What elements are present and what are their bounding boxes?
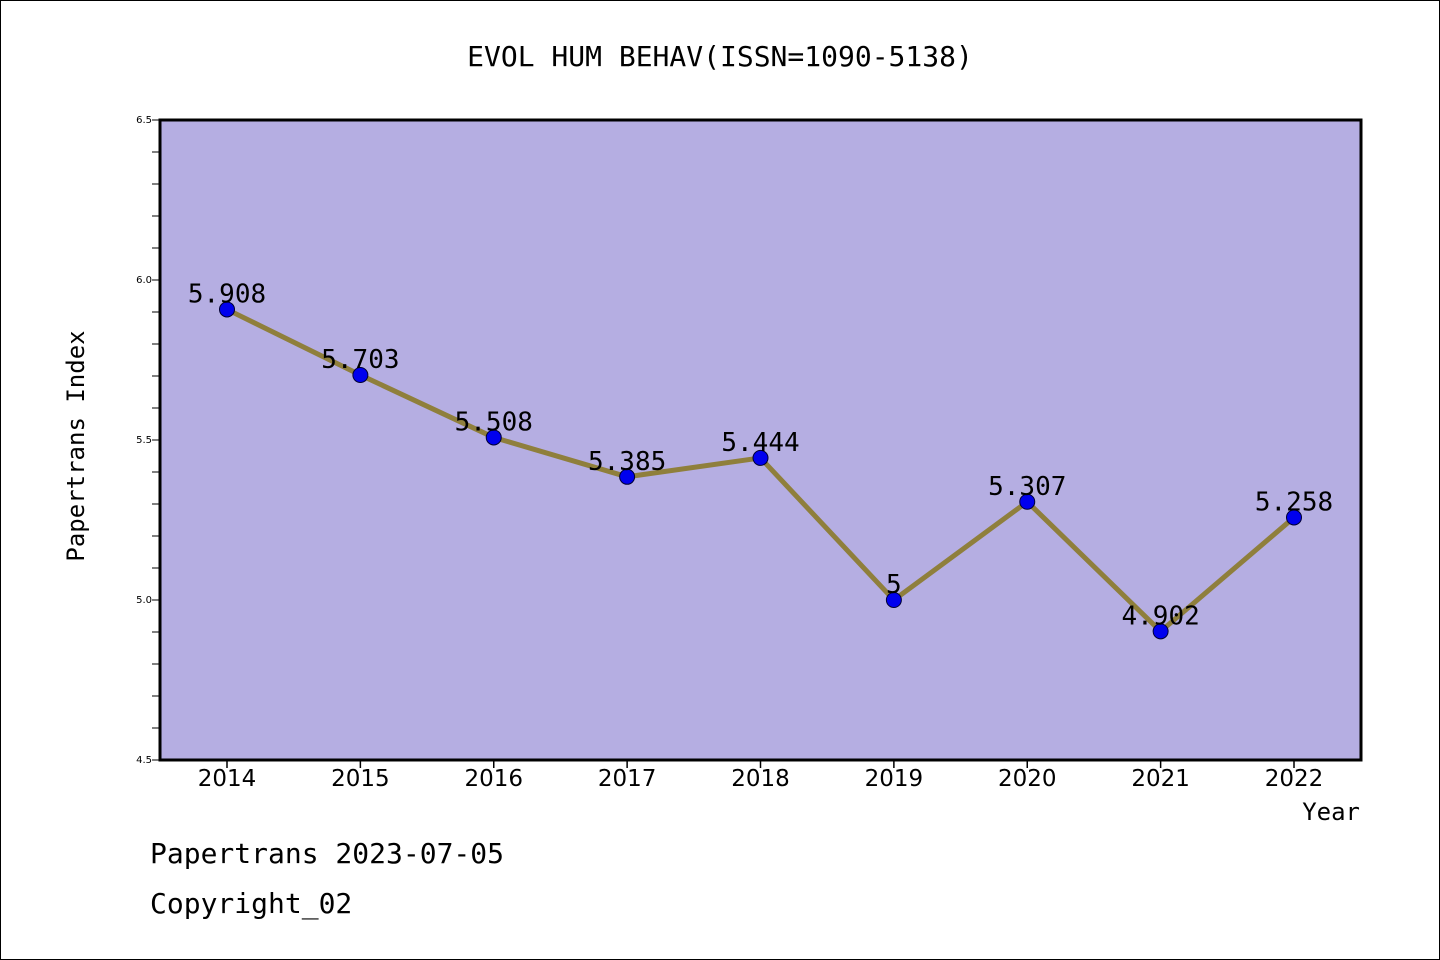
- y-axis-ticks: 4.5 5.0 5.5 6.0 6.5: [136, 115, 160, 766]
- data-label: 5.444: [721, 428, 799, 458]
- x-tick-label: 2015: [331, 766, 390, 792]
- x-tick-label: 2020: [998, 766, 1057, 792]
- x-tick-label: 2021: [1131, 766, 1190, 792]
- data-point: [1286, 509, 1302, 526]
- data-point: [352, 367, 369, 384]
- x-tick-label: 2017: [598, 766, 657, 792]
- footer-copyright: Copyright_02: [150, 887, 352, 921]
- data-point: [219, 301, 235, 318]
- x-tick-label: 2018: [731, 766, 790, 792]
- data-point: [885, 592, 902, 608]
- x-tick-label: 2016: [464, 766, 523, 792]
- x-tick-label: 2014: [198, 766, 257, 792]
- data-label: 4.902: [1121, 601, 1199, 631]
- plot-area: [158, 118, 1363, 762]
- footer-date: Papertrans 2023-07-05: [150, 837, 504, 870]
- x-tick-label: 2019: [865, 766, 924, 792]
- data-point: [1019, 493, 1036, 510]
- data-label: 5.258: [1255, 487, 1333, 517]
- y-axis-label: Papertrans Index: [62, 330, 90, 561]
- x-axis-ticks: 2014 2015 2016 2017 2018 2019 2020 2021 2022: [198, 760, 1324, 792]
- data-label: 5.385: [588, 447, 666, 477]
- x-axis-label: Year: [1302, 798, 1360, 826]
- data-point: [752, 449, 769, 466]
- data-point: [1152, 623, 1169, 640]
- chart-title: EVOL HUM BEHAV(ISSN=1090-5138): [467, 40, 973, 73]
- data-label: 5.703: [321, 345, 399, 375]
- y-tick-label: 5.5: [136, 435, 152, 446]
- y-tick-label: 6.5: [136, 115, 152, 126]
- data-label: 5.908: [188, 279, 266, 309]
- data-point: [619, 468, 636, 485]
- data-label: 5.307: [988, 472, 1066, 502]
- x-tick-label: 2022: [1265, 766, 1324, 792]
- y-tick-label: 5.0: [136, 595, 152, 606]
- data-label: 5.508: [455, 407, 533, 437]
- series-group: 5.908 5.703 5.508 5.385 5.444 5 5.307 4.902 5.25…: [188, 279, 1333, 640]
- data-label: 5: [886, 570, 902, 600]
- data-point: [485, 429, 502, 446]
- y-tick-label: 4.5: [136, 755, 152, 766]
- y-tick-label: 6.0: [136, 275, 152, 286]
